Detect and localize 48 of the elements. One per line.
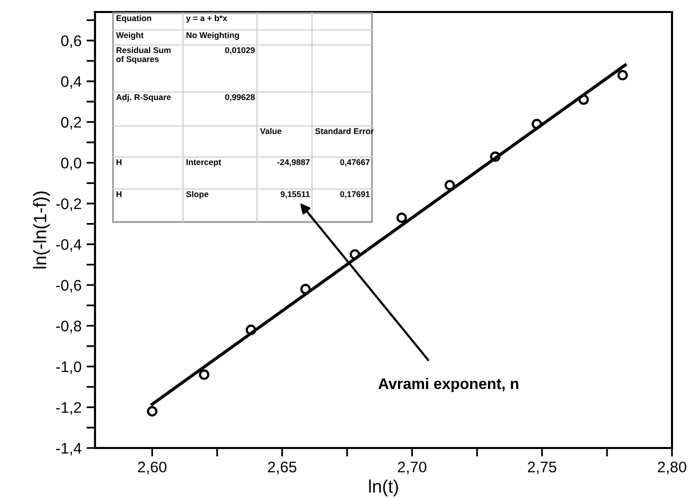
point — [350, 249, 360, 260]
point — [444, 180, 456, 190]
annotation: Residual Sum of Squares — [116, 47, 171, 64]
y-tick-label: -0,4 — [56, 239, 82, 252]
point — [300, 284, 311, 294]
y-tick-label: -1,4 — [56, 443, 82, 456]
point — [246, 324, 256, 336]
x-tick-label: 2,60 — [138, 462, 166, 474]
y-tick-label: -1,0 — [56, 361, 82, 374]
annotation: Weight — [116, 32, 144, 40]
point — [490, 151, 501, 162]
y-tick-label: 0,4 — [61, 76, 82, 89]
x-tick-label: 2,65 — [268, 462, 296, 474]
point — [617, 70, 628, 80]
annotation: Avrami exponent, n — [378, 378, 518, 392]
y-tick-label: -0,8 — [56, 320, 82, 334]
annotation: 9,15511 — [280, 191, 310, 198]
x-axis-title: ln(t) — [369, 480, 398, 496]
annotation: H — [116, 159, 122, 166]
annotation: Slope — [186, 191, 208, 199]
annotation: Adj. R-Square — [116, 94, 171, 102]
annotation: y = a + b*x — [186, 15, 228, 23]
point — [578, 94, 589, 105]
y-axis-title: ln(-ln(1-f)) — [33, 191, 50, 268]
annotation: Value — [260, 128, 282, 134]
annotation: 0,17691 — [340, 191, 370, 198]
annotation: H — [116, 191, 122, 198]
annotation: 0,01029 — [225, 47, 255, 54]
annotation: Equation — [116, 15, 152, 23]
point — [198, 369, 210, 380]
point — [396, 212, 407, 224]
y-tick-label: 0,6 — [61, 35, 82, 48]
point — [146, 406, 158, 417]
y-tick-label: 0,2 — [61, 116, 82, 130]
x-tick-label: 2,75 — [528, 462, 556, 474]
annotation: Intercept — [186, 159, 222, 167]
annotation: -24,9887 — [277, 159, 310, 166]
x-tick-label: 2,70 — [398, 462, 426, 474]
point — [532, 118, 542, 130]
y-tick-label: -1,2 — [56, 402, 82, 415]
y-tick-label: -0,6 — [56, 280, 82, 292]
annotation: 0,47667 — [340, 159, 370, 166]
y-tick-label: -0,2 — [56, 198, 82, 212]
x-tick-label: 2,80 — [658, 462, 686, 474]
annotation: Standard Error — [315, 128, 374, 134]
annotation: No Weighting — [186, 32, 239, 40]
annotation: 0,99628 — [225, 94, 255, 102]
y-tick-label: 0,0 — [61, 158, 82, 170]
